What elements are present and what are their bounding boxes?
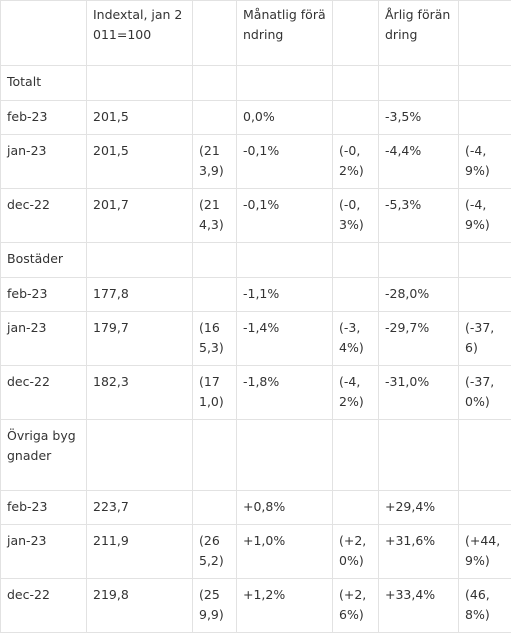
- section-row: Totalt: [1, 66, 511, 101]
- section-row: Bostäder: [1, 243, 511, 278]
- annual-change: -3,5%: [379, 101, 459, 135]
- table-row: dec-22 201,7 (214,3) -0,1% (-0,3%) -5,3%…: [1, 189, 511, 243]
- row-date: dec-22: [1, 366, 87, 420]
- prev-annual-change: (-37,0%): [459, 366, 511, 420]
- table-row: jan-23 201,5 (213,9) -0,1% (-0,2%) -4,4%…: [1, 135, 511, 189]
- prev-index-value: [193, 101, 237, 135]
- section-label: Övriga byggnader: [1, 420, 87, 491]
- header-cell: [459, 1, 511, 66]
- annual-change: +29,4%: [379, 491, 459, 525]
- row-date: jan-23: [1, 135, 87, 189]
- annual-change: +31,6%: [379, 525, 459, 579]
- monthly-change: +1,2%: [237, 579, 333, 633]
- prev-monthly-change: (-4,2%): [333, 366, 379, 420]
- monthly-change: +1,0%: [237, 525, 333, 579]
- prev-index-value: (259,9): [193, 579, 237, 633]
- monthly-change: -1,4%: [237, 312, 333, 366]
- prev-annual-change: (-4,9%): [459, 189, 511, 243]
- row-date: jan-23: [1, 312, 87, 366]
- index-value: 201,5: [87, 135, 193, 189]
- index-value: 219,8: [87, 579, 193, 633]
- header-cell: [1, 1, 87, 66]
- table-row: feb-23 177,8 -1,1% -28,0%: [1, 278, 511, 312]
- monthly-change: -0,1%: [237, 135, 333, 189]
- prev-annual-change: (-37,6): [459, 312, 511, 366]
- annual-change: -5,3%: [379, 189, 459, 243]
- annual-change: -31,0%: [379, 366, 459, 420]
- row-date: jan-23: [1, 525, 87, 579]
- index-value: 223,7: [87, 491, 193, 525]
- prev-index-value: (213,9): [193, 135, 237, 189]
- prev-annual-change: [459, 101, 511, 135]
- monthly-change: 0,0%: [237, 101, 333, 135]
- row-date: feb-23: [1, 491, 87, 525]
- prev-monthly-change: (+2,6%): [333, 579, 379, 633]
- monthly-change: +0,8%: [237, 491, 333, 525]
- prev-annual-change: [459, 278, 511, 312]
- prev-monthly-change: (-3,4%): [333, 312, 379, 366]
- prev-monthly-change: (-0,2%): [333, 135, 379, 189]
- annual-change: +33,4%: [379, 579, 459, 633]
- monthly-change: -1,1%: [237, 278, 333, 312]
- header-cell: [333, 1, 379, 66]
- index-value: 201,5: [87, 101, 193, 135]
- header-cell: [193, 1, 237, 66]
- row-date: dec-22: [1, 189, 87, 243]
- prev-index-value: [193, 278, 237, 312]
- annual-change: -29,7%: [379, 312, 459, 366]
- index-value: 177,8: [87, 278, 193, 312]
- table-row: dec-22 182,3 (171,0) -1,8% (-4,2%) -31,0…: [1, 366, 511, 420]
- section-label: Totalt: [1, 66, 87, 101]
- table-row: dec-22 219,8 (259,9) +1,2% (+2,6%) +33,4…: [1, 579, 511, 633]
- prev-index-value: [193, 491, 237, 525]
- row-date: feb-23: [1, 278, 87, 312]
- annual-change: -28,0%: [379, 278, 459, 312]
- section-row: Övriga byggnader: [1, 420, 511, 491]
- prev-index-value: (171,0): [193, 366, 237, 420]
- prev-index-value: (165,3): [193, 312, 237, 366]
- header-annual-change: Årlig förändring: [379, 1, 459, 66]
- prev-index-value: (214,3): [193, 189, 237, 243]
- prev-monthly-change: (-0,3%): [333, 189, 379, 243]
- prev-annual-change: (46,8%): [459, 579, 511, 633]
- prev-index-value: (265,2): [193, 525, 237, 579]
- table-row: jan-23 179,7 (165,3) -1,4% (-3,4%) -29,7…: [1, 312, 511, 366]
- index-value: 211,9: [87, 525, 193, 579]
- prev-monthly-change: [333, 491, 379, 525]
- prev-annual-change: (-4,9%): [459, 135, 511, 189]
- section-label: Bostäder: [1, 243, 87, 278]
- header-index: Indextal, jan 2011=100: [87, 1, 193, 66]
- index-value: 201,7: [87, 189, 193, 243]
- index-value: 179,7: [87, 312, 193, 366]
- prev-monthly-change: [333, 278, 379, 312]
- table-row: feb-23 201,5 0,0% -3,5%: [1, 101, 511, 135]
- row-date: feb-23: [1, 101, 87, 135]
- prev-annual-change: (+44,9%): [459, 525, 511, 579]
- monthly-change: -1,8%: [237, 366, 333, 420]
- prev-annual-change: [459, 491, 511, 525]
- row-date: dec-22: [1, 579, 87, 633]
- annual-change: -4,4%: [379, 135, 459, 189]
- monthly-change: -0,1%: [237, 189, 333, 243]
- prev-monthly-change: (+2,0%): [333, 525, 379, 579]
- table-header-row: Indextal, jan 2011=100 Månatlig förändri…: [1, 1, 511, 66]
- table-row: feb-23 223,7 +0,8% +29,4%: [1, 491, 511, 525]
- table-row: jan-23 211,9 (265,2) +1,0% (+2,0%) +31,6…: [1, 525, 511, 579]
- index-value: 182,3: [87, 366, 193, 420]
- header-monthly-change: Månatlig förändring: [237, 1, 333, 66]
- prev-monthly-change: [333, 101, 379, 135]
